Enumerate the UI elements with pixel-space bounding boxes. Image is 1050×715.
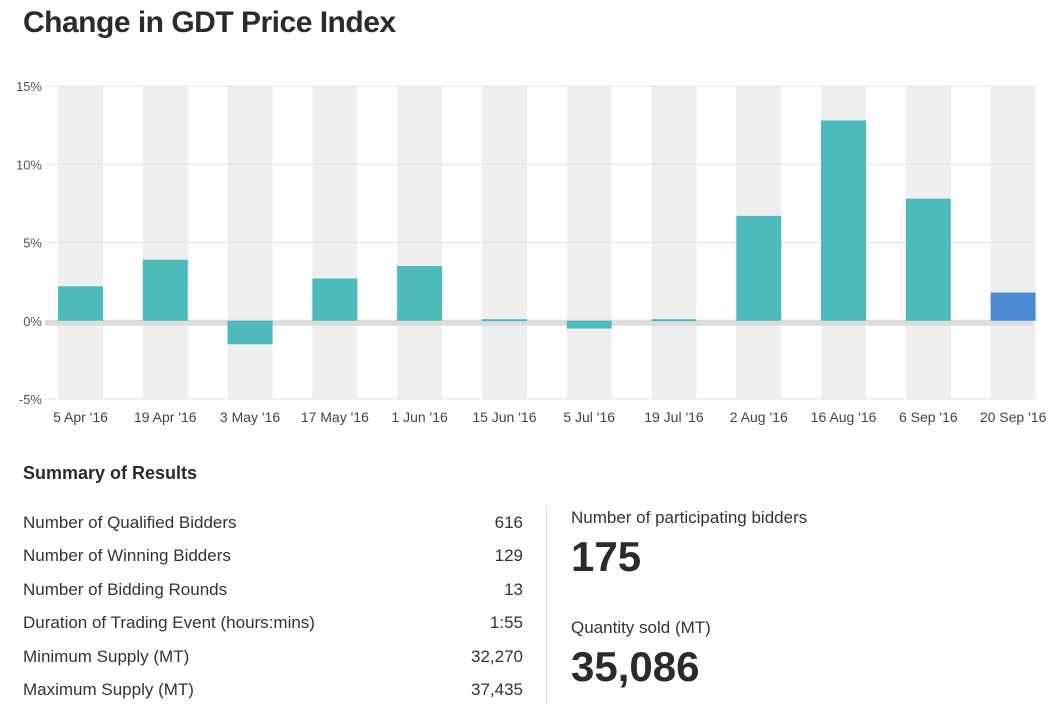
row-label: Number of Qualified Bidders	[23, 512, 237, 532]
quantity-sold-label: Quantity sold (MT)	[571, 618, 711, 637]
bar	[905, 198, 951, 321]
table-row: Number of Qualified Bidders 616	[23, 506, 523, 540]
participating-bidders-value: 175	[571, 533, 642, 580]
row-value: 1:55	[489, 613, 523, 633]
row-label: Number of Winning Bidders	[23, 546, 231, 566]
row-value: 13	[504, 579, 523, 599]
divider	[546, 505, 547, 705]
x-tick-label: 20 Sep '16	[980, 409, 1047, 425]
row-value: 616	[494, 512, 523, 532]
x-tick-label: 6 Sep '16	[899, 409, 958, 425]
x-tick-label: 3 May '16	[220, 409, 280, 425]
y-tick-label: 10%	[16, 157, 42, 172]
page-title: Change in GDT Price Index	[23, 6, 396, 39]
bar	[58, 286, 103, 321]
x-tick-label: 5 Jul '16	[563, 409, 615, 425]
table-row: Duration of Trading Event (hours:mins) 1…	[23, 607, 523, 641]
row-value: 37,435	[471, 680, 523, 700]
x-tick-label: 5 Apr '16	[53, 409, 108, 425]
x-tick-label: 19 Jul '16	[644, 409, 704, 425]
bar	[312, 278, 358, 321]
bar	[736, 215, 782, 321]
y-tick-label: 5%	[23, 236, 42, 251]
x-tick-label: 17 May '16	[301, 409, 369, 425]
price-index-chart: -5% 0% 5% 10% 15% 5 Apr '16 19 Apr '16 3 May '1…	[16, 79, 1047, 425]
table-row: Number of Bidding Rounds 13	[23, 573, 523, 607]
quantity-sold-value: 35,086	[571, 643, 700, 690]
bar	[566, 320, 612, 329]
x-tick-label: 16 Aug '16	[811, 409, 877, 425]
x-tick-label: 2 Aug '16	[730, 409, 788, 425]
x-tick-label: 15 Jun '16	[472, 409, 536, 425]
table-row: Number of Winning Bidders 129	[23, 540, 523, 574]
bar	[651, 319, 697, 322]
bar	[142, 259, 188, 321]
bar	[397, 265, 443, 321]
participating-bidders-stat: Number of participating bidders 175	[571, 508, 807, 578]
summary-table: Number of Qualified Bidders 616 Number o…	[23, 506, 523, 707]
summary-title: Summary of Results	[23, 463, 198, 483]
zero-line	[45, 319, 1033, 326]
row-label: Minimum Supply (MT)	[23, 646, 190, 666]
table-row: Minimum Supply (MT) 32,270	[23, 640, 523, 674]
x-tick-label: 1 Jun '16	[391, 409, 448, 425]
bar	[990, 292, 1036, 321]
y-tick-label: 0%	[23, 314, 42, 329]
x-tick-label: 19 Apr '16	[134, 409, 197, 425]
row-label: Number of Bidding Rounds	[23, 579, 228, 599]
row-value: 32,270	[471, 646, 523, 666]
y-tick-label: 15%	[16, 79, 42, 94]
row-value: 129	[494, 546, 523, 566]
bar	[227, 320, 273, 345]
participating-bidders-label: Number of participating bidders	[571, 508, 808, 527]
bar	[821, 120, 867, 321]
table-row: Maximum Supply (MT) 37,435	[23, 674, 523, 708]
row-label: Duration of Trading Event (hours:mins)	[23, 613, 315, 633]
row-label: Maximum Supply (MT)	[23, 680, 194, 700]
quantity-sold-stat: Quantity sold (MT) 35,086	[571, 618, 711, 688]
y-tick-label: -5%	[19, 392, 43, 407]
bar	[481, 319, 527, 322]
